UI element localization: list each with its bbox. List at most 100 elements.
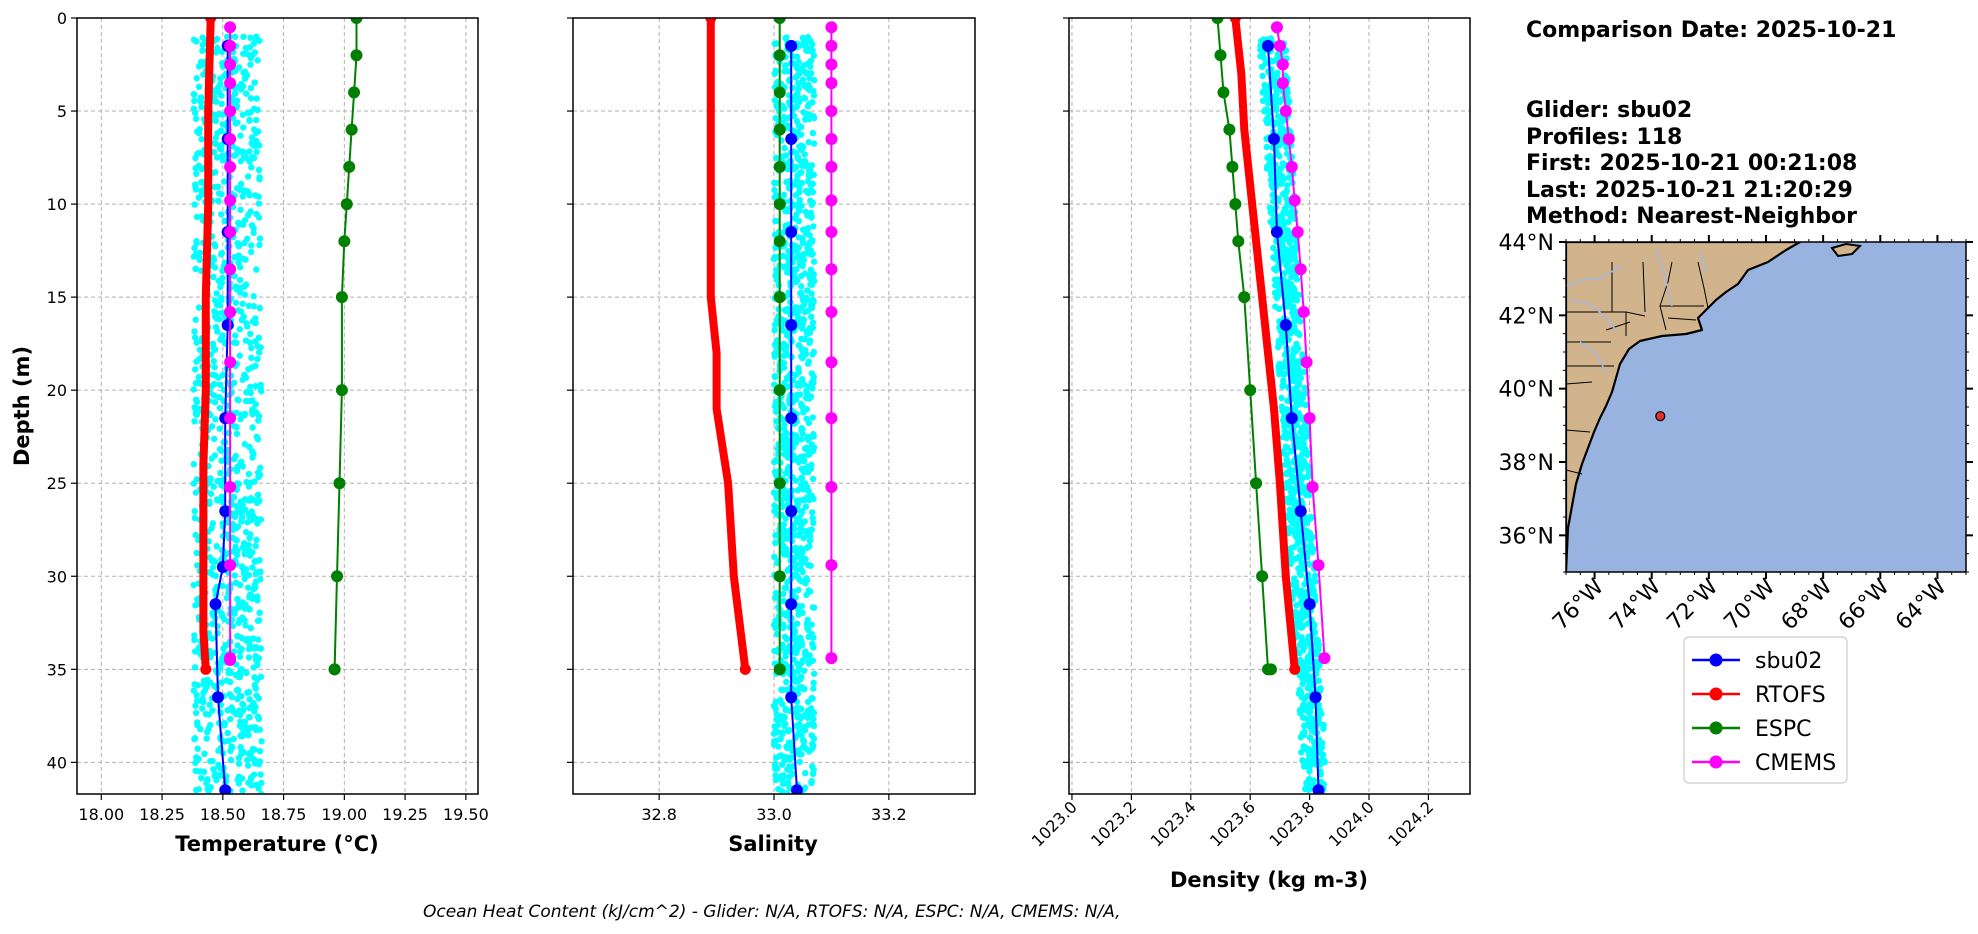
salinity-panel: 32.8 33.0 33.2 (567, 17, 976, 824)
data-point (825, 356, 838, 369)
scatter-point (251, 126, 258, 133)
data-point (785, 39, 798, 52)
data-point (773, 291, 786, 304)
scatter-point (1306, 534, 1314, 541)
scatter-point (795, 85, 802, 92)
scatter-point (254, 593, 261, 600)
scatter-point (1296, 610, 1304, 617)
scatter-point (1271, 265, 1278, 273)
scatter-point (242, 397, 250, 405)
scatter-point (194, 596, 201, 603)
scatter-point (810, 742, 817, 750)
scatter-point (773, 179, 780, 187)
scatter-point (239, 614, 246, 621)
data-point (209, 598, 222, 611)
scatter-point (807, 209, 815, 217)
scatter-point (191, 97, 198, 105)
scatter-point (804, 33, 812, 41)
scatter-point (810, 348, 818, 356)
scatter-point (807, 57, 815, 65)
scatter-point (1303, 779, 1311, 786)
legend-label: ESPC (1755, 717, 1812, 742)
scatter-point (245, 654, 253, 661)
scatter-point (1305, 751, 1313, 758)
scatter-point (1289, 485, 1297, 493)
scatter-point (1280, 249, 1287, 256)
scatter-point (803, 544, 811, 552)
scatter-point (1266, 204, 1274, 211)
scatter-point (780, 686, 787, 694)
scatter-point (244, 584, 252, 591)
scatter-point (804, 103, 812, 110)
scatter-point (1289, 527, 1296, 535)
scatter-point (783, 678, 790, 686)
scatter-point (798, 436, 805, 443)
data-point (825, 263, 838, 276)
scatter-point (795, 663, 803, 671)
x-tick-label: 1023.0 (1028, 797, 1081, 850)
scatter-point (252, 382, 259, 390)
scatter-point (250, 700, 257, 707)
scatter-point (1320, 725, 1327, 732)
scatter-point (1295, 381, 1303, 388)
data-point (825, 77, 838, 90)
scatter-point (198, 187, 205, 194)
data-point (785, 412, 798, 425)
scatter-point (237, 206, 244, 213)
scatter-point (234, 642, 241, 649)
scatter-point (802, 350, 810, 358)
density-axis-label: Density (kg m-3) (1170, 868, 1368, 892)
scatter-point (809, 514, 816, 522)
scatter-point (796, 70, 803, 77)
scatter-point (241, 291, 248, 298)
scatter-point (252, 116, 260, 124)
scatter-point (213, 496, 221, 503)
scatter-point (1270, 82, 1277, 89)
profiles-count: Profiles: 118 (1526, 125, 1682, 150)
scatter-point (1310, 738, 1318, 745)
scatter-point (250, 225, 257, 232)
scatter-point (807, 562, 814, 569)
scatter-point (1272, 303, 1279, 310)
scatter-point (242, 374, 250, 381)
data-point (1229, 198, 1242, 211)
scatter-point (242, 281, 250, 288)
legend-item-cmems: CMEMS (1692, 751, 1836, 776)
data-point (1306, 480, 1319, 493)
scatter-point (243, 187, 251, 195)
data-point (1276, 77, 1289, 90)
scatter-point (193, 786, 200, 794)
scatter-point (1278, 403, 1285, 411)
scatter-point (239, 300, 246, 307)
scatter-point (251, 558, 259, 565)
data-point (1312, 559, 1325, 572)
scatter-point (232, 299, 240, 306)
scatter-point (795, 586, 802, 594)
scatter-point (237, 666, 245, 673)
scatter-point (773, 495, 781, 502)
scatter-point (796, 758, 803, 766)
data-point (350, 18, 363, 24)
scatter-point (247, 330, 254, 338)
scatter-point (221, 616, 228, 623)
scatter-point (1319, 751, 1327, 758)
scatter-point (792, 163, 800, 171)
scatter-point (233, 605, 240, 612)
lon-label: 70°W (1720, 574, 1781, 635)
data-point (224, 194, 237, 207)
scatter-point (242, 637, 250, 644)
scatter-point (1279, 125, 1286, 132)
scatter-point (784, 766, 791, 773)
scatter-point (782, 62, 789, 69)
scatter-point (804, 360, 812, 367)
scatter-point (801, 723, 809, 731)
scatter-point (256, 174, 263, 181)
scatter-point (810, 171, 817, 179)
scatter-point (198, 213, 206, 220)
scatter-point (772, 154, 780, 162)
scatter-point (240, 707, 247, 714)
scatter-point (799, 484, 806, 492)
scatter-point (236, 221, 243, 228)
data-point (825, 559, 838, 572)
scatter-point (1306, 734, 1314, 741)
